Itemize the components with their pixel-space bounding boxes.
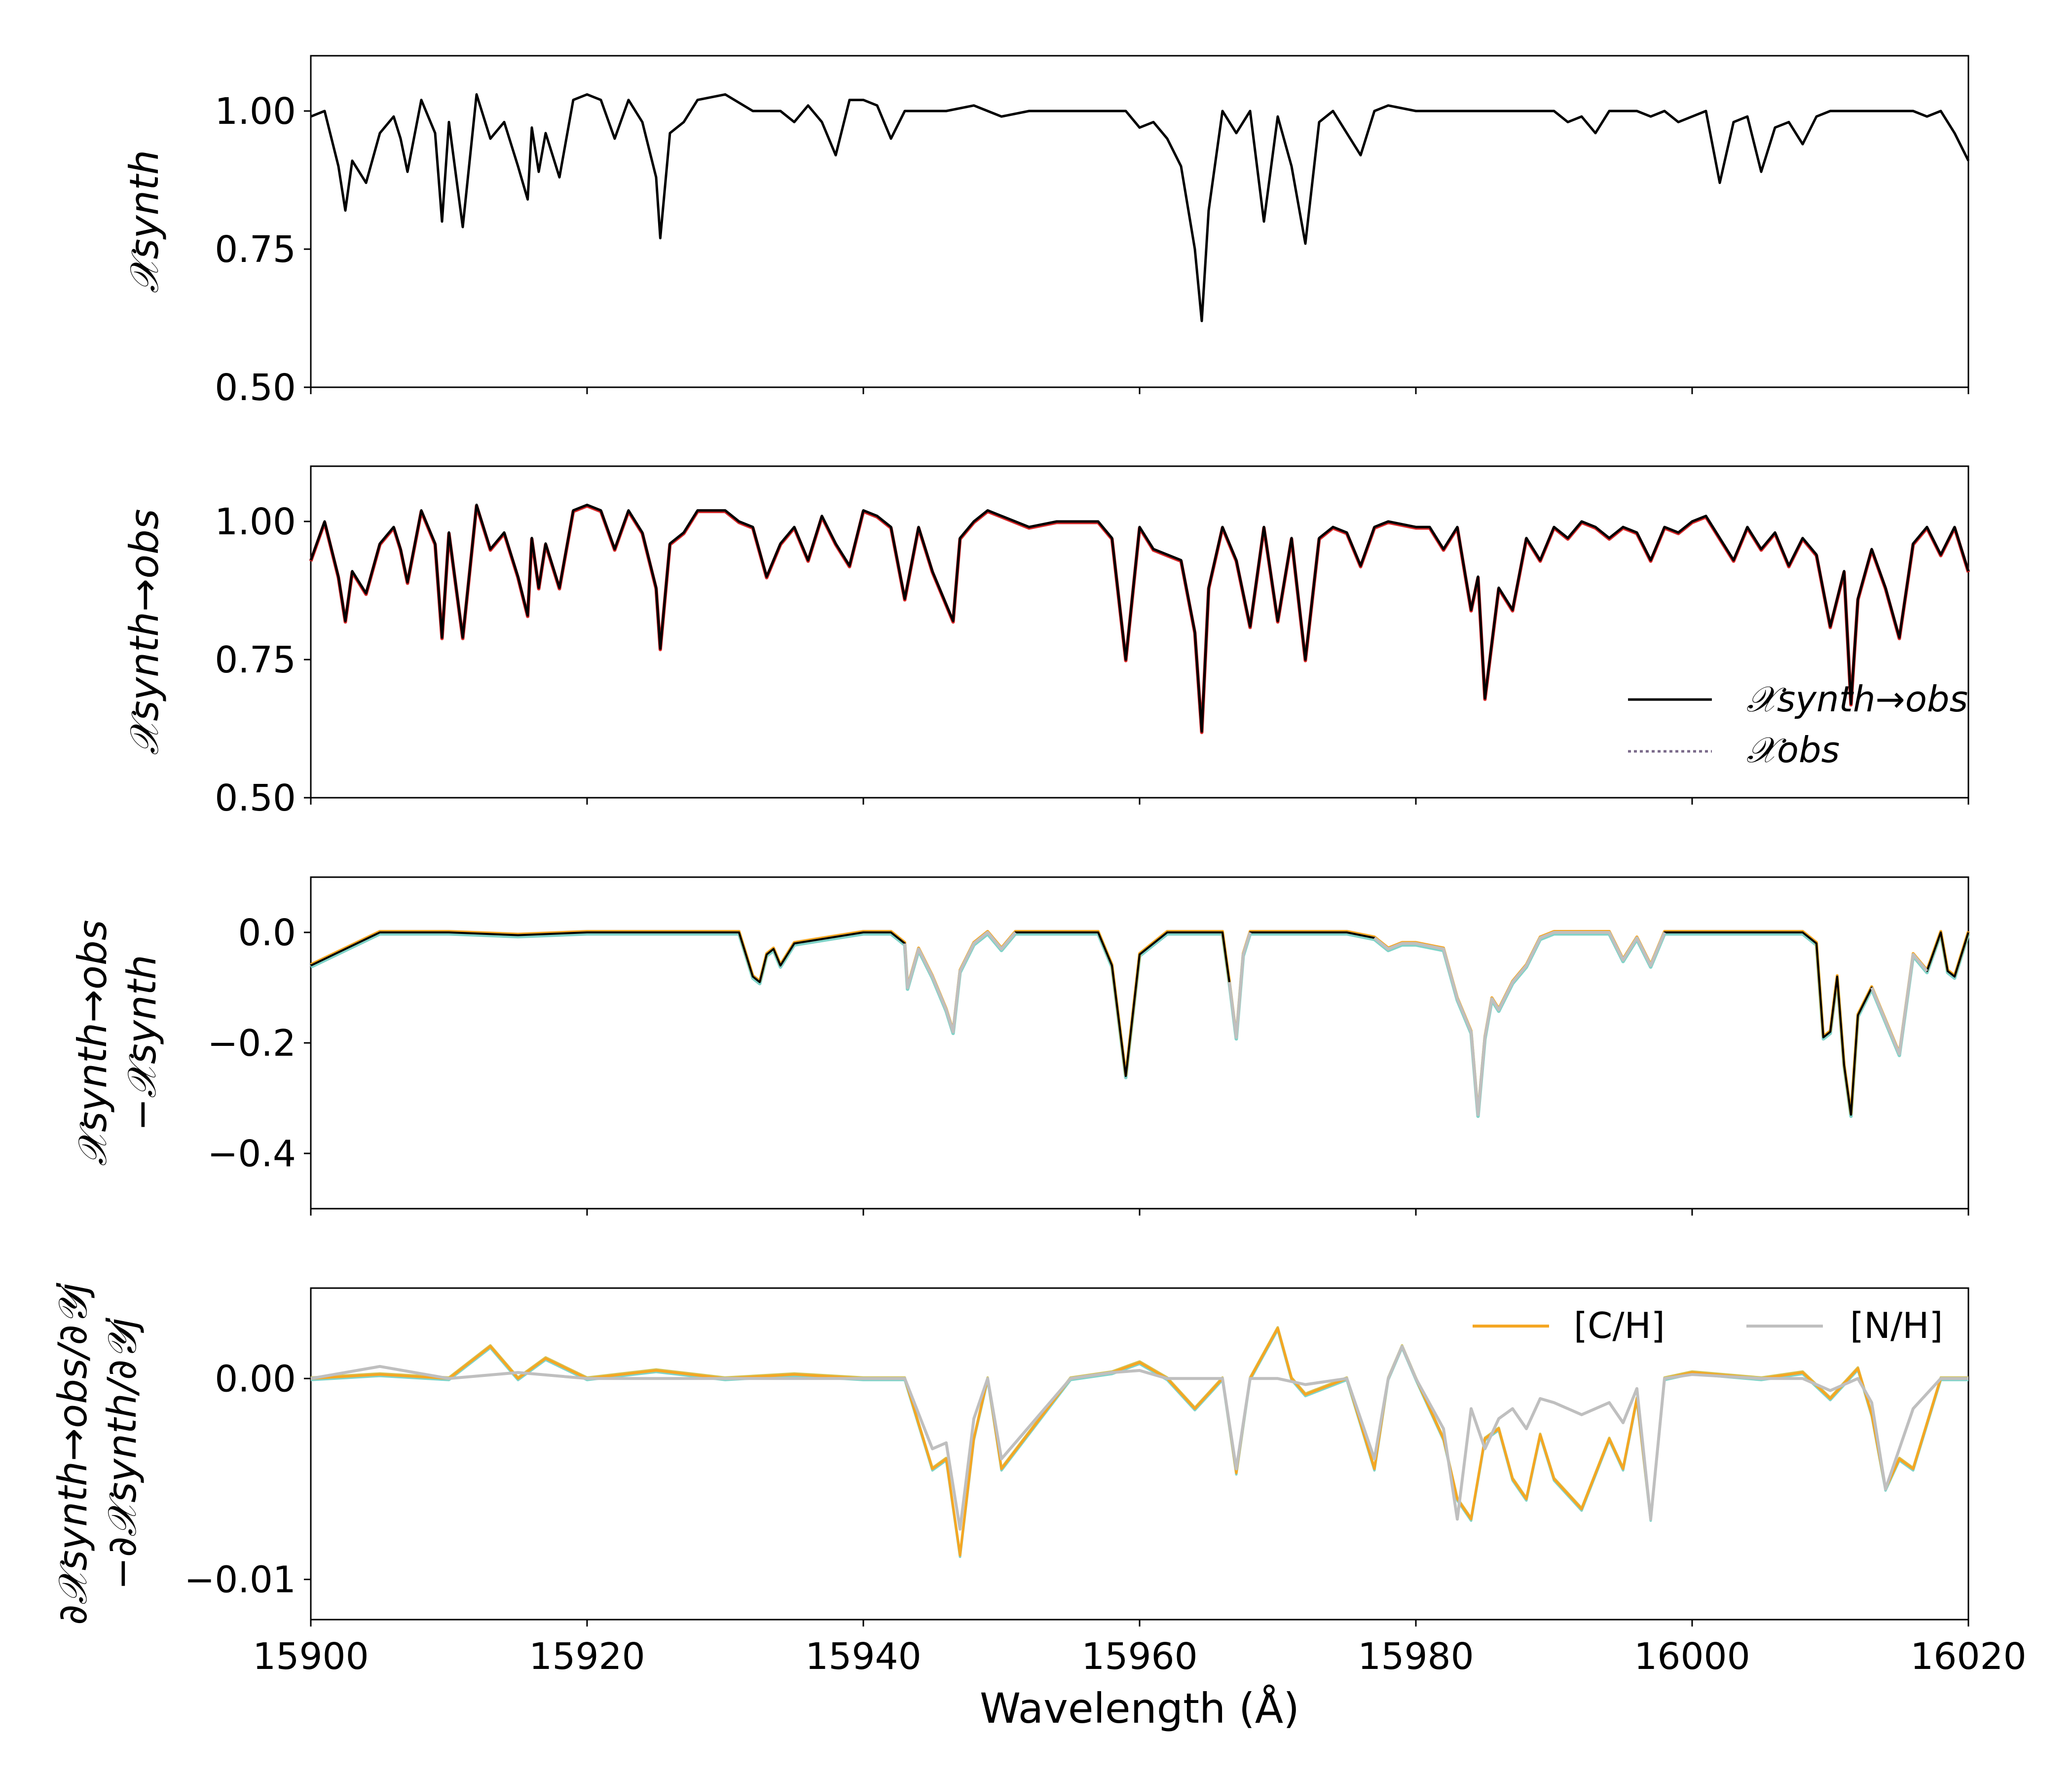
panel-1-xticks: [310, 387, 1969, 394]
ytick-label: 0.00: [215, 1358, 296, 1400]
ytick-label: 0.50: [215, 367, 296, 409]
panel-3-ylabel-line1: 𝒳synth→obs: [70, 920, 115, 1166]
panel-4: 0.00 −0.01 15900 15920 15940 15960 15980 16000…: [50, 1282, 2027, 1678]
panel-3-xticks: [310, 1209, 1969, 1216]
panel-4-legend: [C/H] [N/H]: [1473, 1305, 1943, 1346]
panel-4-ylabel-line2: −∂𝒳synth/∂𝒴j: [99, 1317, 145, 1590]
ytick-label: 0.0: [238, 912, 296, 954]
panel-1: 1.00 0.75 0.50 𝒳synth: [121, 55, 1970, 409]
ytick-label: −0.01: [184, 1559, 296, 1601]
ytick-label: −0.4: [207, 1133, 296, 1175]
panel-3: 0.0 −0.2 −0.4 𝒳synth→obs −𝒳synth: [70, 876, 1970, 1216]
ytick-label: 0.50: [215, 777, 296, 819]
xtick-label: 15940: [805, 1635, 921, 1678]
legend-nh-label: [N/H]: [1850, 1305, 1943, 1346]
ytick-label: 1.00: [215, 90, 296, 133]
panel-3-lines: [310, 930, 1970, 1118]
ytick-label: 0.75: [215, 228, 296, 271]
panel-3-ylabel-line2: −𝒳synth: [119, 955, 165, 1131]
panel-2-ylabel: 𝒳synth→obs: [121, 509, 167, 755]
residual-gray-segment: [1870, 953, 1928, 1056]
legend-obs-label: 𝒳obs: [1746, 729, 1840, 771]
residual-gray-segment: [1228, 932, 1252, 1039]
xtick-label: 16000: [1634, 1635, 1750, 1678]
residual-gray-segment: [903, 931, 1017, 1034]
panel-3-yticks: 0.0 −0.2 −0.4: [207, 912, 311, 1175]
residual-gray-segment: [1373, 931, 1666, 1116]
panel-4-yticks: 0.00 −0.01: [184, 1358, 311, 1601]
panel-1-lines: [310, 93, 1970, 323]
panel-1-ylabel: 𝒳synth: [121, 150, 167, 294]
panel-2-xticks: [310, 798, 1969, 805]
x-axis-title: Wavelength (Å): [980, 1684, 1299, 1733]
ytick-label: −0.2: [207, 1022, 296, 1065]
ytick-label: 1.00: [215, 501, 296, 543]
synth-obs-spectrum-line: [309, 503, 1970, 733]
panel-2-legend: 𝒳synth→obs 𝒳obs: [1628, 678, 1968, 771]
ytick-label: 0.75: [215, 639, 296, 681]
panel-1-yticks: 1.00 0.75 0.50: [215, 90, 311, 409]
xtick-label: 15960: [1081, 1635, 1197, 1678]
panel-4-xticks: 15900 15920 15940 15960 15980 16000 16020: [253, 1620, 2027, 1678]
gradient-nh-line: [310, 1345, 1968, 1531]
panel-2-lines: [309, 503, 1970, 735]
synth-spectrum-line: [310, 93, 1970, 323]
panel-4-ylabel-line1: ∂𝒳synth→obs/∂𝒴j: [50, 1282, 96, 1625]
legend-synth-label: 𝒳synth→obs: [1746, 678, 1968, 720]
panel-2-yticks: 1.00 0.75 0.50: [215, 501, 311, 819]
xtick-label: 15980: [1358, 1635, 1474, 1678]
legend-ch-label: [C/H]: [1574, 1305, 1665, 1346]
panel-4-lines: [310, 1326, 1968, 1558]
xtick-label: 15900: [253, 1635, 369, 1678]
xtick-label: 16020: [1910, 1635, 2026, 1678]
panel-2: 1.00 0.75 0.50 𝒳synth→obs 𝒳synth→obs 𝒳obs: [121, 465, 1970, 819]
xtick-label: 15920: [529, 1635, 645, 1678]
